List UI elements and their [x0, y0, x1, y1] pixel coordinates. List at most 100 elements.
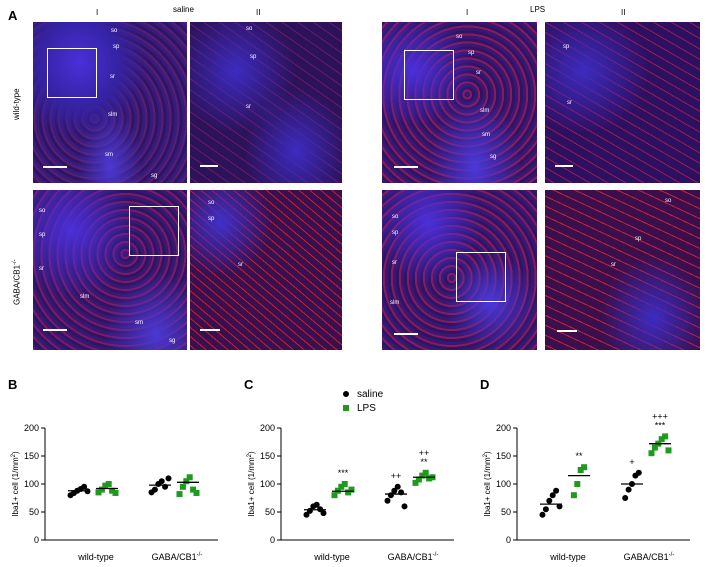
data-point-saline — [391, 487, 398, 494]
data-point-lps — [419, 472, 426, 479]
data-point-saline — [622, 495, 629, 501]
row-label-gaba-cb1: GABA/CB1-/- — [12, 259, 22, 305]
y-tick-label: 200 — [496, 423, 511, 433]
panel-letter: B — [8, 377, 17, 392]
inset-box — [129, 206, 179, 256]
y-tick-label: 0 — [34, 535, 39, 545]
micrograph-ko-lps-I: so sp sr slm — [382, 190, 537, 350]
data-point-lps — [341, 481, 348, 487]
legend: saline LPS — [343, 389, 383, 417]
data-point-lps — [112, 489, 119, 496]
data-point-lps — [179, 483, 186, 490]
x-category-label: GABA/CB1-/- — [624, 552, 675, 562]
micrograph-wt-lps-II: sp sr — [545, 22, 700, 183]
significance-annotation: *** — [338, 468, 349, 478]
data-point-lps — [105, 481, 112, 487]
scale-bar — [200, 329, 220, 331]
micrograph-ko-saline-II: so sp sr — [190, 190, 342, 350]
data-point-lps — [574, 481, 581, 487]
y-tick-label: 0 — [506, 535, 511, 545]
y-axis-label: Iba1+ cell (1/mm2) — [247, 451, 256, 517]
significance-annotation: *** — [655, 420, 666, 430]
data-point-saline — [549, 492, 556, 499]
y-axis-label: Iba1+ cell (1/mm2) — [483, 451, 492, 517]
legend-label-lps: LPS — [357, 403, 376, 414]
y-tick-label: 150 — [24, 451, 39, 461]
legend-item-saline: saline — [343, 389, 383, 403]
y-tick-label: 100 — [496, 479, 511, 489]
y-axis-label: Iba1+ cell (1/mm2) — [11, 451, 20, 517]
data-point-lps — [98, 486, 105, 493]
data-point-lps — [102, 482, 109, 489]
legend-marker-saline — [343, 391, 349, 398]
col-label-saline-I: I — [96, 8, 99, 17]
data-point-saline — [81, 483, 88, 490]
col-label-lps-I: I — [466, 8, 469, 17]
x-category-label: wild-type — [313, 552, 350, 562]
data-point-lps — [662, 433, 669, 440]
data-point-lps — [577, 467, 584, 473]
data-point-lps — [581, 464, 588, 471]
data-point-lps — [345, 489, 352, 496]
data-point-lps — [658, 436, 665, 443]
inset-box — [456, 252, 506, 302]
y-tick-label: 50 — [265, 507, 275, 517]
x-category-label: wild-type — [77, 552, 114, 562]
data-point-saline — [313, 501, 320, 508]
data-point-saline — [320, 510, 327, 517]
data-point-lps — [338, 483, 345, 490]
y-tick-label: 0 — [270, 535, 275, 545]
data-point-lps — [651, 444, 658, 451]
data-point-lps — [95, 489, 102, 496]
data-point-lps — [348, 486, 355, 493]
micrograph-wt-lps-I: so sp sr slm sm sg — [382, 22, 537, 183]
data-point-lps — [412, 479, 419, 486]
scale-bar — [394, 166, 418, 168]
y-tick-label: 50 — [29, 507, 39, 517]
significance-annotation: ** — [575, 451, 583, 461]
legend-marker-lps — [343, 405, 349, 412]
data-point-lps — [426, 475, 433, 482]
legend-label-saline: saline — [357, 389, 384, 400]
chart-b: B 0 50 100 150 200 Iba1+ cell (1/mm2) wild-type… — [8, 377, 218, 562]
y-tick-label: 200 — [260, 423, 275, 433]
y-tick-label: 50 — [501, 507, 511, 517]
y-tick-label: 150 — [496, 451, 511, 461]
data-point-lps — [193, 489, 200, 496]
data-point-saline — [542, 506, 549, 513]
data-point-lps — [109, 487, 116, 494]
data-point-saline — [556, 503, 563, 510]
condition-lps: LPS — [530, 5, 546, 14]
panel-letter: D — [480, 377, 489, 392]
data-point-lps — [415, 476, 422, 483]
legend-item-lps: LPS — [343, 403, 383, 417]
data-point-saline — [546, 497, 553, 504]
micrograph-wt-saline-II: so sp sr — [190, 22, 342, 183]
scale-bar — [557, 330, 577, 332]
data-point-saline — [635, 469, 642, 476]
y-tick-label: 200 — [24, 423, 39, 433]
significance-annotation: ++ — [419, 448, 430, 458]
data-point-saline — [151, 486, 158, 493]
data-point-saline — [401, 503, 408, 510]
scale-bar — [200, 165, 218, 167]
significance-annotation: ** — [420, 457, 428, 467]
data-point-lps — [331, 492, 338, 499]
inset-box — [404, 50, 454, 100]
row-label-wild-type: wild-type — [12, 88, 21, 120]
micrograph-ko-lps-II: so sp sr — [545, 190, 700, 350]
scale-bar — [555, 165, 573, 167]
data-point-lps — [183, 478, 190, 485]
data-point-lps — [190, 486, 197, 493]
y-tick-label: 100 — [260, 479, 275, 489]
panel-letter: C — [244, 377, 254, 392]
data-point-lps — [665, 447, 672, 454]
data-point-saline — [303, 511, 310, 518]
scale-bar — [394, 333, 418, 335]
x-category-label: wild-type — [549, 552, 586, 562]
micrograph-ko-saline-I: so sp sr slm sm sg — [33, 190, 187, 350]
chart-c: C 0 50 100 150 200 Iba1+ cell (1/mm2) wild-type… — [244, 377, 454, 562]
significance-annotation: ++ — [391, 471, 402, 481]
data-point-saline — [158, 478, 165, 485]
scale-bar — [43, 329, 67, 331]
